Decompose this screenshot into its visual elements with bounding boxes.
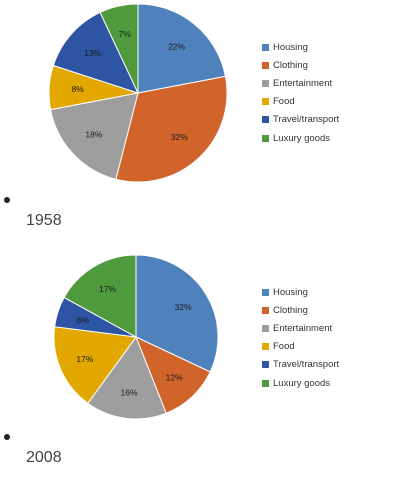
pie-svg-1958: 22% 32% 18% 8% 13% 7%: [48, 3, 228, 183]
data-label-travel-transport: 13%: [84, 48, 101, 58]
legend-1958: Housing Clothing Entertainment Food Travel/t…: [262, 38, 339, 147]
legend-swatch: [262, 288, 269, 296]
pie-slice-entertainment: [87, 335, 167, 420]
legend-swatch: [262, 134, 269, 142]
legend-label: Luxury goods: [273, 377, 331, 389]
pie-chart-1958: 22% 32% 18% 8% 13% 7% Housing Clothing Entertai…: [0, 0, 415, 195]
pie-slice-entertainment: [49, 92, 139, 180]
data-label-entertainment: 18%: [85, 129, 102, 139]
legend-label: Luxury goods: [273, 132, 331, 144]
legend-item-food: Food: [262, 338, 339, 356]
data-label-clothing: 32%: [171, 132, 188, 142]
data-label-luxury-goods: 7%: [119, 29, 132, 39]
legend-label: Entertainment: [273, 322, 333, 334]
legend-swatch: [262, 98, 269, 106]
legend-item-housing: Housing: [262, 283, 339, 301]
legend-swatch: [262, 306, 269, 314]
pie-slice-luxury-goods: [99, 3, 139, 94]
legend-2008: Housing Clothing Entertainment Food Travel/t…: [262, 283, 339, 392]
legend-label: Food: [273, 341, 295, 353]
pie-slice-travel-transport: [52, 11, 139, 94]
legend-label: Housing: [273, 41, 308, 53]
bullet-2008: [4, 434, 10, 440]
legend-item-food: Food: [262, 93, 339, 111]
legend-swatch: [262, 116, 269, 124]
caption-2008: 2008: [26, 449, 62, 466]
pie-slice-housing: [137, 3, 227, 94]
legend-label: Travel/transport: [273, 114, 340, 126]
legend-item-entertainment: Entertainment: [262, 74, 339, 92]
legend-item-travel-transport: Travel/transport: [262, 111, 339, 129]
pie-chart-2008: 32% 12% 16% 17% 6% 17% Housing Clothing Enterta…: [0, 250, 415, 445]
legend-swatch: [262, 343, 269, 351]
pie-slice-clothing: [115, 75, 228, 183]
legend-swatch: [262, 79, 269, 87]
data-label-food: 17%: [76, 354, 93, 364]
legend-swatch: [262, 361, 269, 369]
data-label-housing: 32%: [175, 302, 192, 312]
data-label-clothing: 12%: [166, 373, 183, 383]
pie-slice-housing: [135, 254, 219, 373]
data-label-food: 8%: [71, 84, 84, 94]
pie-svg-2008: 32% 12% 16% 17% 6% 17%: [53, 254, 219, 420]
data-label-luxury-goods: 17%: [99, 284, 116, 294]
pie-slice-clothing: [135, 336, 211, 414]
legend-item-luxury-goods: Luxury goods: [262, 129, 339, 147]
legend-swatch: [262, 324, 269, 332]
legend-label: Food: [273, 96, 295, 108]
pie-slice-food: [53, 326, 137, 405]
legend-swatch: [262, 61, 269, 69]
legend-label: Entertainment: [273, 77, 333, 89]
legend-item-entertainment: Entertainment: [262, 319, 339, 337]
legend-item-clothing: Clothing: [262, 56, 339, 74]
legend-swatch: [262, 379, 269, 387]
data-label-housing: 22%: [168, 41, 185, 51]
legend-item-housing: Housing: [262, 38, 339, 56]
data-label-travel-transport: 6%: [77, 315, 90, 325]
legend-item-luxury-goods: Luxury goods: [262, 374, 339, 392]
bullet-1958: [4, 197, 10, 203]
legend-label: Housing: [273, 286, 308, 298]
legend-swatch: [262, 43, 269, 51]
pie-slice-luxury-goods: [63, 254, 137, 338]
data-label-entertainment: 16%: [121, 387, 138, 397]
legend-label: Travel/transport: [273, 359, 340, 371]
legend-label: Clothing: [273, 304, 308, 316]
legend-item-travel-transport: Travel/transport: [262, 356, 339, 374]
legend-label: Clothing: [273, 59, 308, 71]
caption-1958: 1958: [26, 212, 62, 229]
legend-item-clothing: Clothing: [262, 301, 339, 319]
